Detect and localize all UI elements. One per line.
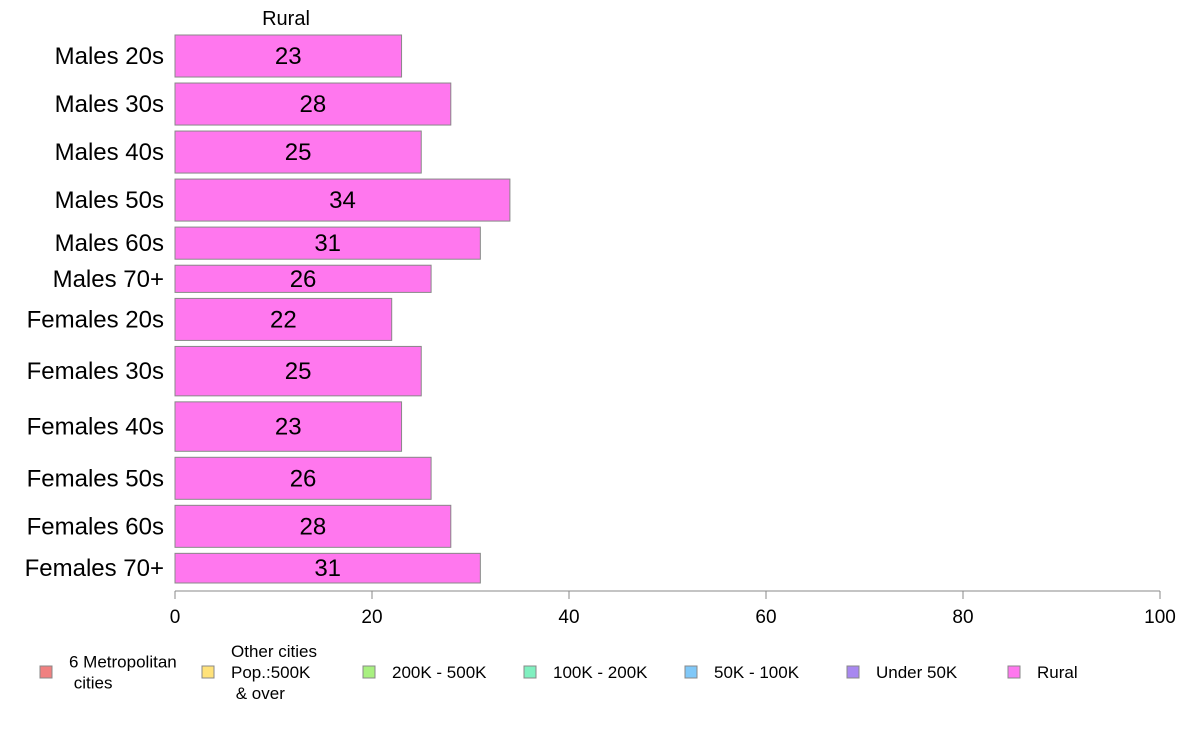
data-label: 23 — [275, 414, 302, 441]
x-tick-label: 100 — [1144, 607, 1176, 628]
bar — [174, 552, 481, 584]
legend-label: 200K - 500K — [392, 663, 487, 682]
legend-item: 100K - 200K — [523, 663, 648, 682]
bar — [174, 264, 432, 293]
legend-swatch — [39, 665, 53, 679]
bar — [174, 226, 481, 260]
panel-title: Rural — [262, 8, 310, 30]
data-label: 31 — [314, 230, 341, 257]
legend-label: 6 Metropolitan cities — [69, 653, 177, 693]
legend-swatch — [523, 665, 537, 679]
legend-swatch — [684, 665, 698, 679]
bar — [174, 82, 452, 126]
x-tick-label: 60 — [755, 607, 776, 628]
category-label: Males 20s — [55, 43, 164, 70]
bar — [174, 456, 432, 500]
category-label: Females 50s — [27, 465, 164, 492]
bar — [174, 130, 422, 174]
category-label: Males 40s — [55, 139, 164, 166]
x-tick-label: 0 — [170, 607, 181, 628]
bar — [174, 34, 403, 78]
legend-label: 50K - 100K — [714, 663, 800, 682]
data-label: 26 — [290, 465, 317, 492]
data-label: 25 — [285, 139, 312, 166]
x-tick-label: 20 — [361, 607, 382, 628]
data-label: 23 — [275, 43, 302, 70]
legend-item: 6 Metropolitan cities — [39, 653, 177, 693]
category-label: Females 40s — [27, 414, 164, 441]
data-label: 34 — [329, 187, 356, 214]
x-tick-label: 80 — [952, 607, 973, 628]
data-label: 22 — [270, 306, 297, 333]
legend-item: Under 50K — [846, 663, 958, 682]
legend-label: Rural — [1037, 663, 1078, 682]
legend-label: Under 50K — [876, 663, 958, 682]
legend-swatch — [1007, 665, 1021, 679]
bar — [174, 178, 511, 222]
legend: 6 Metropolitan cities Other cities Pop.:50… — [39, 642, 1078, 703]
category-label: Males 50s — [55, 187, 164, 214]
data-label: 28 — [300, 513, 327, 540]
category-label: Males 60s — [55, 230, 164, 257]
legend-item: Rural — [1007, 663, 1078, 682]
legend-label: Other cities Pop.:500K & over — [231, 642, 317, 703]
x-axis: 0 20 40 60 80 100 — [170, 590, 1176, 628]
category-label: Females 60s — [27, 513, 164, 540]
category-label: Females 30s — [27, 358, 164, 385]
x-tick-label: 40 — [558, 607, 579, 628]
legend-swatch — [846, 665, 860, 679]
category-label: Females 70+ — [25, 555, 164, 582]
legend-label: 100K - 200K — [553, 663, 648, 682]
data-label: 31 — [314, 555, 341, 582]
legend-swatch — [362, 665, 376, 679]
category-label: Females 20s — [27, 306, 164, 333]
legend-item: 50K - 100K — [684, 663, 800, 682]
bars-group: 23 Males 20s 28 Males 30s 25 Males 40s 34 Males… — [25, 34, 511, 584]
legend-item: Other cities Pop.:500K & over — [201, 642, 317, 703]
data-label: 28 — [300, 91, 327, 118]
legend-swatch — [201, 665, 215, 679]
bar — [174, 504, 452, 548]
bar — [174, 401, 403, 452]
bar — [174, 345, 422, 397]
category-label: Males 30s — [55, 91, 164, 118]
data-label: 25 — [285, 358, 312, 385]
data-label: 26 — [290, 266, 317, 293]
bar — [174, 297, 393, 341]
category-label: Males 70+ — [53, 266, 164, 293]
legend-item: 200K - 500K — [362, 663, 487, 682]
